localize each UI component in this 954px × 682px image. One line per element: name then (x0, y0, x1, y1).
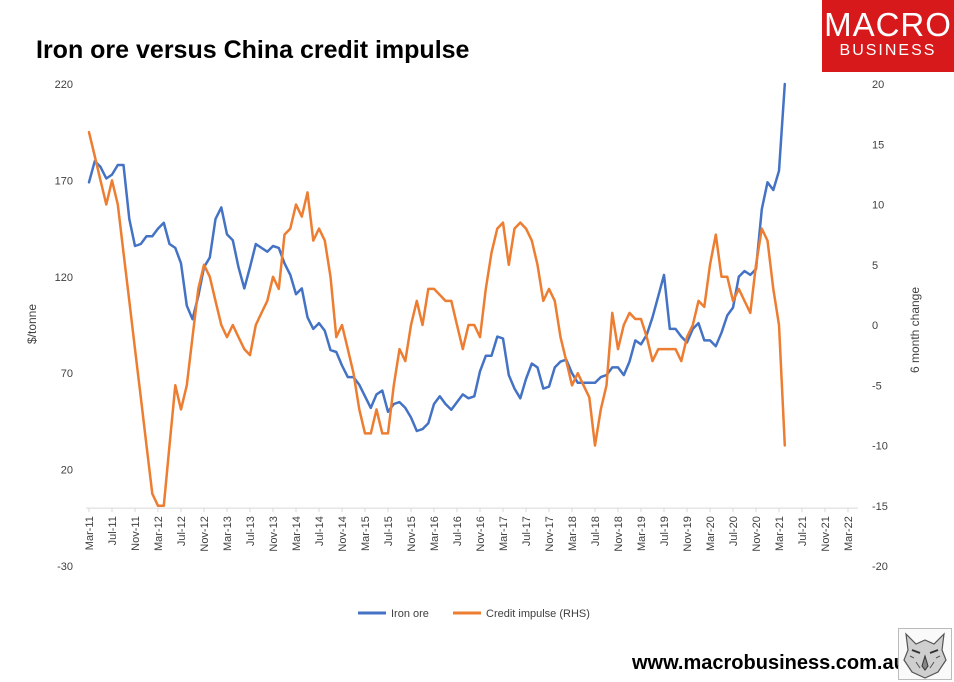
x-tick-label: Mar-14 (291, 516, 303, 551)
left-tick-label: 70 (61, 368, 73, 380)
x-tick-label: Mar-20 (705, 516, 717, 551)
right-tick-label: 10 (872, 200, 884, 212)
x-axis-ticks: Mar-11 Jul-11 Nov-11 Mar-12 Jul-12 Nov-12 Mar-… (84, 508, 855, 552)
x-tick-label: Jul-15 (383, 516, 395, 546)
x-tick-label: Nov-13 (268, 516, 280, 551)
x-tick-label: Jul-13 (245, 516, 257, 546)
right-tick-label: -15 (872, 501, 888, 513)
x-tick-label: Mar-11 (84, 516, 96, 550)
legend-label-iron-ore: Iron ore (391, 608, 429, 620)
right-tick-label: -5 (872, 380, 882, 392)
x-tick-label: Jul-14 (314, 516, 326, 546)
x-tick-label: Jul-17 (521, 516, 533, 546)
x-tick-label: Nov-19 (682, 516, 694, 551)
y-axis-label: $/tonne (25, 304, 39, 344)
x-tick-label: Mar-17 (498, 516, 510, 551)
legend: Iron ore Credit impulse (RHS) (358, 608, 590, 620)
right-tick-label: -20 (872, 561, 888, 573)
x-tick-label: Nov-17 (544, 516, 556, 551)
website-url: www.macrobusiness.com.au (632, 652, 906, 674)
x-tick-label: Nov-18 (613, 516, 625, 551)
left-axis-ticks: -30 20 70 120 170 220 (55, 79, 73, 573)
x-tick-label: Jul-18 (590, 516, 602, 546)
x-tick-label: Jul-11 (107, 516, 119, 545)
x-tick-label: Mar-12 (153, 516, 165, 551)
left-tick-label: 170 (55, 175, 73, 187)
right-tick-label: 5 (872, 260, 878, 272)
x-tick-label: Nov-12 (199, 516, 211, 551)
logo-line-1: MACRO (824, 6, 952, 43)
right-tick-label: 20 (872, 79, 884, 91)
x-tick-label: Jul-16 (452, 516, 464, 546)
x-tick-label: Mar-15 (360, 516, 372, 551)
x-tick-label: Jul-20 (728, 516, 740, 546)
iron-ore-line (87, 82, 787, 433)
x-tick-label: Mar-21 (774, 516, 786, 551)
chart-title: Iron ore versus China credit impulse (36, 36, 470, 64)
x-tick-label: Nov-11 (130, 516, 142, 551)
left-tick-label: -30 (57, 561, 73, 573)
x-tick-label: Nov-14 (337, 516, 349, 551)
right-tick-label: 0 (872, 320, 878, 332)
x-tick-label: Jul-12 (176, 516, 188, 546)
left-tick-label: 20 (61, 465, 73, 477)
credit-impulse-line (87, 130, 787, 508)
x-tick-label: Nov-20 (751, 516, 763, 551)
x-tick-label: Jul-21 (797, 516, 809, 546)
legend-label-credit-impulse: Credit impulse (RHS) (486, 608, 590, 620)
series-layer (87, 82, 787, 508)
x-tick-label: Nov-21 (820, 516, 832, 551)
logo-line-2: BUSINESS (839, 42, 937, 59)
right-tick-label: -10 (872, 441, 888, 453)
x-tick-label: Jul-19 (659, 516, 671, 546)
x-tick-label: Nov-15 (406, 516, 418, 551)
left-tick-label: 220 (55, 79, 73, 91)
x-tick-label: Mar-22 (843, 516, 855, 551)
macrobusiness-logo: MACRO BUSINESS (822, 0, 954, 72)
x-tick-label: Mar-13 (222, 516, 234, 551)
right-axis-ticks: -20 -15 -10 -5 0 5 10 15 20 (872, 79, 888, 573)
wolf-logo-icon (898, 628, 952, 680)
y2-axis-label: 6 month change (908, 287, 922, 373)
left-tick-label: 120 (55, 272, 73, 284)
x-tick-label: Mar-19 (636, 516, 648, 551)
x-tick-label: Mar-18 (567, 516, 579, 551)
x-tick-label: Mar-16 (429, 516, 441, 551)
right-tick-label: 15 (872, 139, 884, 151)
x-tick-label: Nov-16 (475, 516, 487, 551)
